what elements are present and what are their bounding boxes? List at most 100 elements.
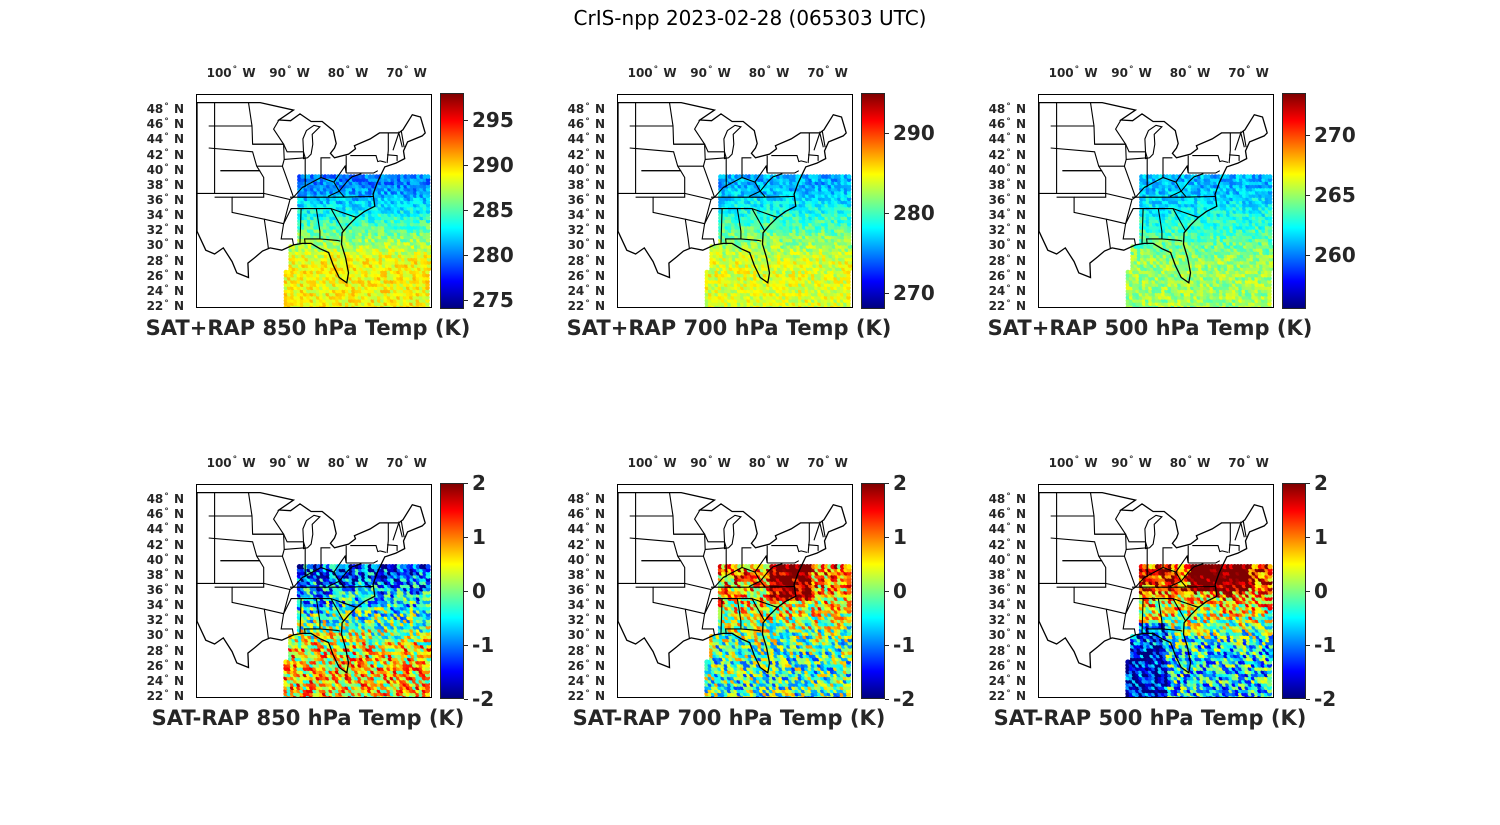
swath-observation-dot <box>422 222 428 227</box>
swath-observation-dot <box>286 292 292 297</box>
swath-observation-dot <box>405 301 411 307</box>
swath-observation-dot <box>335 241 341 246</box>
swath-observation-dot <box>387 228 392 233</box>
swath-observation-dot <box>326 225 331 230</box>
swath-observation-dot <box>335 199 341 205</box>
swath-observation-dot <box>756 301 761 307</box>
swath-observation-dot <box>351 180 357 186</box>
swath-observation-dot <box>843 276 848 281</box>
longitude-tick-label: 90° W <box>690 65 731 80</box>
swath-observation-dot <box>393 231 399 237</box>
swath-observation-dot <box>704 279 710 284</box>
swath-observation-dot <box>326 180 331 186</box>
swath-observation-dot <box>367 199 373 205</box>
swath-observation-dot <box>332 222 338 227</box>
swath-observation-dot <box>351 231 357 237</box>
swath-observation-dot <box>419 222 424 227</box>
state-border <box>214 196 269 249</box>
map-svg <box>1039 101 1273 307</box>
swath-observation-dot <box>367 231 373 237</box>
swath-observation-dot <box>367 190 373 195</box>
latitude-tick-label: 28° N <box>988 253 1026 268</box>
swath-observation-dot <box>374 241 379 246</box>
swath-observation-dot <box>393 237 399 243</box>
swath-observation-dot <box>380 301 385 307</box>
swath-observation-dot <box>380 209 386 214</box>
swath-observation-dot <box>772 285 777 291</box>
swath-observation-dot <box>320 263 326 268</box>
swath-observation-dot <box>743 288 748 294</box>
swath-observation-dot <box>383 190 389 195</box>
swath-observation-dot <box>312 279 318 284</box>
swath-observation-dot <box>399 295 404 300</box>
swath-observation-dot <box>309 222 315 227</box>
swath-observation-dot <box>370 292 376 297</box>
swath-observation-dot <box>325 295 330 300</box>
swath-observation-dot <box>349 260 354 265</box>
swath-observation-dot <box>307 253 313 259</box>
swath-observation-dot <box>762 292 768 297</box>
swath-observation-dot <box>419 228 424 233</box>
swath-observation-dot <box>326 190 331 195</box>
swath-observation-dot <box>405 276 411 281</box>
swath-observation-dot <box>383 295 388 300</box>
swath-observation-dot <box>765 295 771 300</box>
swath-observation-dot <box>299 276 305 281</box>
swath-observation-dot <box>394 247 400 253</box>
swath-observation-dot <box>418 285 424 291</box>
swath-observation-dot <box>403 222 408 227</box>
latitude-tick-label: 40° N <box>146 162 184 177</box>
swath-observation-dot <box>743 295 748 300</box>
swath-observation-dot <box>425 180 431 186</box>
swath-observation-dot <box>335 301 340 307</box>
swath-observation-dot <box>740 276 745 281</box>
swath-observation-dot <box>319 292 324 297</box>
swath-observation-dot <box>390 180 395 186</box>
swath-observation-dot <box>778 285 784 291</box>
swath-observation-dot <box>418 292 424 297</box>
swath-observation-dot <box>409 292 414 297</box>
swath-observation-dot <box>412 174 418 179</box>
swath-observation-dot <box>384 247 390 253</box>
swath-observation-dot <box>370 301 376 307</box>
swath-observation-dot <box>320 260 326 265</box>
swath-observation-dot <box>322 228 328 233</box>
swath-observation-dot <box>367 276 372 281</box>
swath-observation-dot <box>345 206 350 211</box>
swath-observation-dot <box>358 209 363 214</box>
latitude-tick-label: 22° N <box>146 299 184 313</box>
swath-observation-dot <box>759 279 764 284</box>
swath-observation-dot <box>810 288 816 294</box>
swath-observation-dot <box>801 272 806 278</box>
swath-observation-dot <box>416 190 421 195</box>
swath-observation-dot <box>367 241 373 246</box>
swath-observation-dot <box>390 222 395 227</box>
swath-observation-dot <box>373 272 379 278</box>
swath-observation-dot <box>409 301 414 307</box>
swath-observation-dot <box>333 260 338 265</box>
swath-observation-dot <box>423 253 428 259</box>
swath-observation-dot <box>409 190 415 195</box>
swath-observation-dot <box>342 237 347 243</box>
swath-observation-dot <box>422 212 428 218</box>
swath-observation-dot <box>391 253 396 259</box>
swath-observation-dot <box>422 177 428 183</box>
swath-observation-dot <box>425 190 431 195</box>
swath-observation-dot <box>345 215 350 221</box>
swath-observation-dot <box>359 260 364 265</box>
swath-observation-dot <box>814 285 819 291</box>
swath-observation-dot <box>740 272 745 278</box>
swath-observation-dot <box>413 247 419 253</box>
swath-observation-dot <box>361 215 366 221</box>
swath-observation-dot <box>743 285 748 291</box>
swath-observation-dot <box>403 174 408 179</box>
swath-observation-dot <box>419 183 424 189</box>
swath-observation-dot <box>355 190 360 195</box>
swath-observation-dot <box>390 237 395 243</box>
swath-observation-dot <box>302 272 308 278</box>
swath-observation-dot <box>303 209 309 214</box>
longitude-labels: 100° W 90° W 80° W 70° W <box>1036 65 1296 82</box>
swath-observation-dot <box>325 285 330 291</box>
swath-observation-dot <box>296 288 302 294</box>
latitude-tick-label: 32° N <box>988 223 1026 238</box>
